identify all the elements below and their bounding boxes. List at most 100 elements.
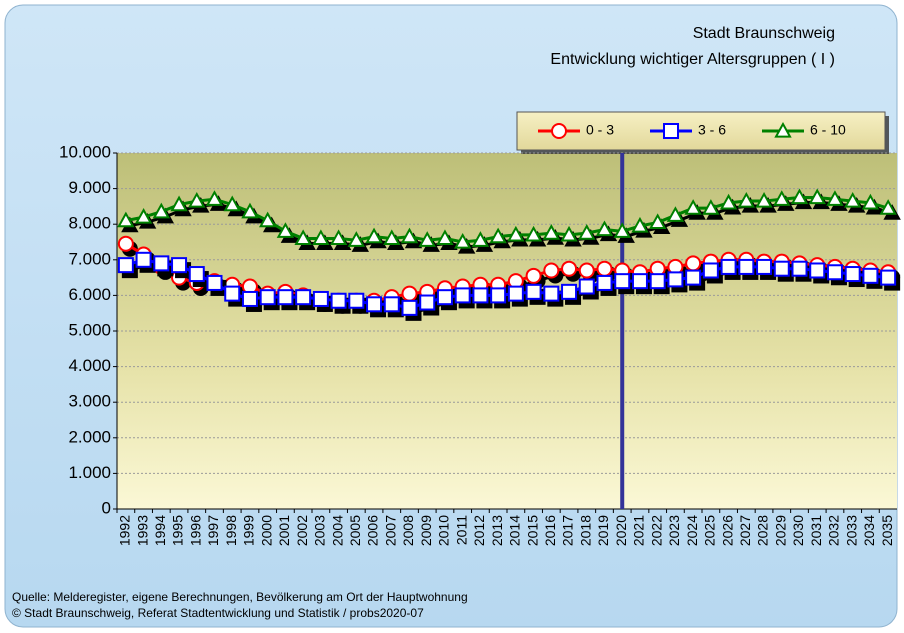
y-tick-label: 6.000 — [68, 285, 111, 304]
point — [790, 188, 809, 205]
x-tick-label: 2028 — [755, 515, 771, 546]
x-tick-label: 2031 — [808, 515, 824, 546]
point — [524, 225, 543, 242]
point — [507, 225, 525, 242]
x-tick-label: 2025 — [702, 515, 718, 546]
point — [312, 290, 329, 307]
x-tick-label: 2005 — [347, 515, 363, 546]
point — [117, 257, 134, 274]
point — [685, 269, 702, 286]
point — [578, 278, 595, 295]
legend-marker — [551, 123, 567, 139]
point — [596, 274, 613, 291]
y-tick-label: 7.000 — [68, 249, 111, 268]
point — [366, 296, 383, 313]
point — [365, 227, 383, 244]
x-tick-label: 2002 — [294, 515, 310, 546]
x-tick-label: 2001 — [276, 515, 292, 546]
point — [596, 260, 613, 277]
point — [543, 262, 560, 279]
y-tick-label: 4.000 — [68, 356, 111, 375]
point — [383, 296, 400, 313]
point — [206, 274, 223, 291]
copyright-note: © Stadt Braunschweig, Referat Stadtentwi… — [12, 606, 424, 620]
point — [595, 220, 614, 237]
point — [436, 289, 453, 306]
point — [223, 195, 241, 212]
chart-title: Stadt Braunschweig — [693, 25, 835, 42]
x-tick-label: 2022 — [648, 515, 664, 546]
y-tick-label: 5.000 — [68, 320, 111, 339]
x-tick-label: 1995 — [170, 515, 186, 546]
point — [685, 255, 702, 272]
y-tick-label: 1.000 — [68, 463, 111, 482]
point — [826, 264, 843, 281]
point — [134, 208, 153, 224]
x-tick-label: 1993 — [134, 515, 150, 546]
y-tick-label: 9.000 — [68, 178, 111, 197]
x-tick-label: 2033 — [843, 515, 859, 546]
point — [117, 211, 135, 228]
point — [259, 289, 276, 306]
x-tick-label: 2026 — [719, 515, 735, 546]
legend-label: 0 - 3 — [586, 122, 614, 138]
point — [738, 258, 755, 275]
point — [258, 211, 277, 228]
point — [295, 289, 312, 306]
x-tick-label: 2010 — [436, 515, 452, 546]
x-tick-label: 1998 — [223, 515, 239, 546]
point — [648, 213, 667, 230]
x-tick-label: 2018 — [577, 515, 593, 546]
point — [614, 273, 631, 290]
point — [561, 283, 578, 300]
x-tick-label: 2024 — [684, 515, 700, 546]
chart-subtitle: Entwicklung wichtiger Altersgruppen ( I … — [550, 51, 835, 68]
x-tick-label: 2014 — [507, 515, 523, 546]
point — [135, 251, 152, 268]
point — [737, 192, 756, 208]
x-tick-label: 2000 — [258, 515, 274, 546]
source-note: Quelle: Melderegister, eigene Berechnung… — [12, 590, 468, 604]
point — [241, 290, 258, 307]
point — [525, 267, 542, 284]
point — [401, 285, 418, 302]
legend-label: 3 - 6 — [698, 122, 726, 138]
x-tick-label: 2020 — [613, 515, 629, 546]
x-tick-label: 2011 — [453, 515, 469, 545]
point — [418, 231, 436, 247]
point — [330, 292, 347, 309]
point — [489, 227, 507, 244]
x-tick-label: 2006 — [365, 515, 381, 546]
x-tick-label: 2035 — [879, 515, 895, 546]
y-tick-label: 0 — [102, 498, 111, 517]
y-tick-label: 2.000 — [68, 427, 111, 446]
point — [347, 231, 366, 247]
point — [276, 222, 295, 238]
point — [631, 273, 648, 290]
point — [879, 199, 897, 215]
point — [542, 224, 561, 240]
point — [507, 285, 524, 302]
point — [631, 216, 649, 233]
point — [294, 229, 312, 246]
point — [117, 235, 134, 252]
point — [383, 229, 401, 246]
point — [525, 283, 542, 300]
x-tick-label: 1996 — [187, 515, 203, 546]
point — [880, 269, 897, 286]
point — [436, 229, 454, 246]
point — [401, 299, 418, 316]
x-tick-label: 2032 — [826, 515, 842, 546]
x-tick-label: 2034 — [861, 515, 877, 546]
point — [755, 192, 773, 208]
point — [773, 260, 790, 277]
x-tick-label: 1994 — [152, 515, 168, 546]
point — [613, 222, 631, 238]
point — [809, 262, 826, 279]
point — [329, 229, 348, 246]
x-tick-label: 1999 — [241, 515, 257, 546]
legend-marker — [774, 121, 792, 138]
point — [561, 260, 578, 277]
point — [560, 225, 578, 242]
